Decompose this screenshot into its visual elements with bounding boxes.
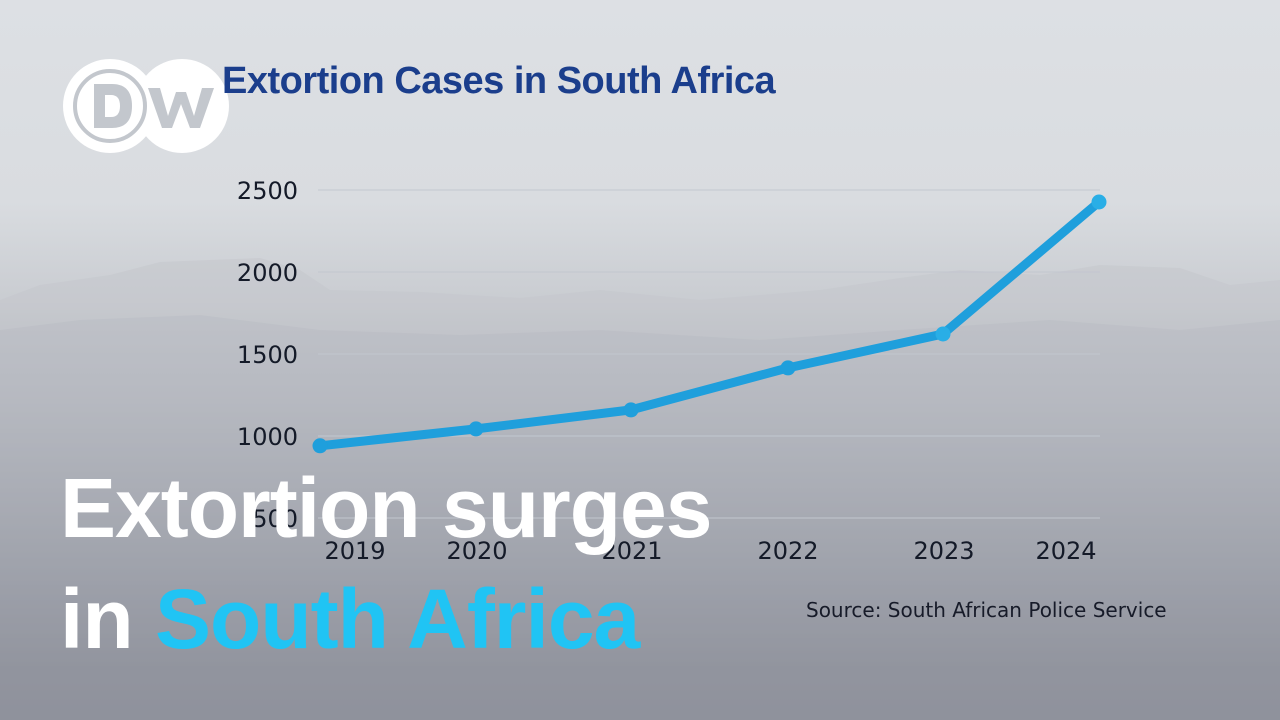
x-tick: 2021 (601, 537, 662, 565)
data-point (623, 402, 639, 418)
chart-title: Extortion Cases in South Africa (222, 60, 776, 102)
headline-prefix: in (60, 572, 134, 666)
data-point (935, 326, 951, 342)
chart-source: Source: South African Police Service (806, 598, 1167, 622)
y-tick: 500 (252, 505, 298, 533)
y-tick: 1000 (237, 423, 298, 451)
headline-highlight: South Africa (155, 572, 640, 666)
x-tick: 2020 (446, 537, 507, 565)
x-axis-ticks: 2019 2020 2021 2022 2023 2024 (324, 537, 1096, 565)
x-tick: 2022 (757, 537, 818, 565)
data-series-line (312, 194, 1107, 454)
dw-logo (63, 59, 229, 153)
data-point (312, 438, 328, 454)
x-tick: 2024 (1035, 537, 1096, 565)
data-point (780, 360, 796, 376)
data-point (468, 421, 484, 437)
x-tick: 2023 (913, 537, 974, 565)
y-tick: 2500 (237, 177, 298, 205)
y-axis-ticks: 2500 2000 1500 1000 500 (237, 177, 298, 533)
headline-line-1: Extortion surges (60, 461, 712, 555)
y-tick: 1500 (237, 341, 298, 369)
headline-line-2: in South Africa (60, 577, 640, 661)
y-tick: 2000 (237, 259, 298, 287)
x-tick: 2019 (324, 537, 385, 565)
data-point (1091, 194, 1107, 210)
